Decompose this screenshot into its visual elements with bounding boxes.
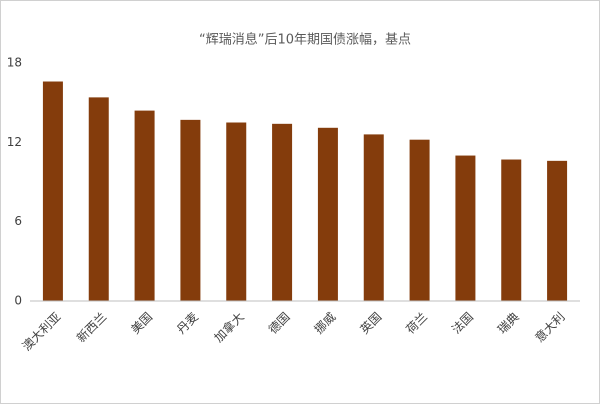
y-tick-label: 0 xyxy=(14,294,22,308)
y-tick-label: 18 xyxy=(7,56,22,70)
bar xyxy=(226,122,247,301)
bar xyxy=(42,81,63,301)
y-tick-label: 12 xyxy=(7,135,22,149)
chart-title: “辉瑞消息”后10年期国债涨幅，基点 xyxy=(199,32,411,48)
bar xyxy=(363,134,384,301)
bar xyxy=(317,127,338,302)
bar xyxy=(409,139,430,301)
bar xyxy=(180,119,201,301)
bar xyxy=(455,155,476,301)
bar xyxy=(134,110,155,301)
bar xyxy=(88,97,109,301)
bar xyxy=(547,160,568,301)
bar xyxy=(272,123,293,301)
y-tick-label: 6 xyxy=(14,214,22,228)
bar xyxy=(501,159,522,301)
